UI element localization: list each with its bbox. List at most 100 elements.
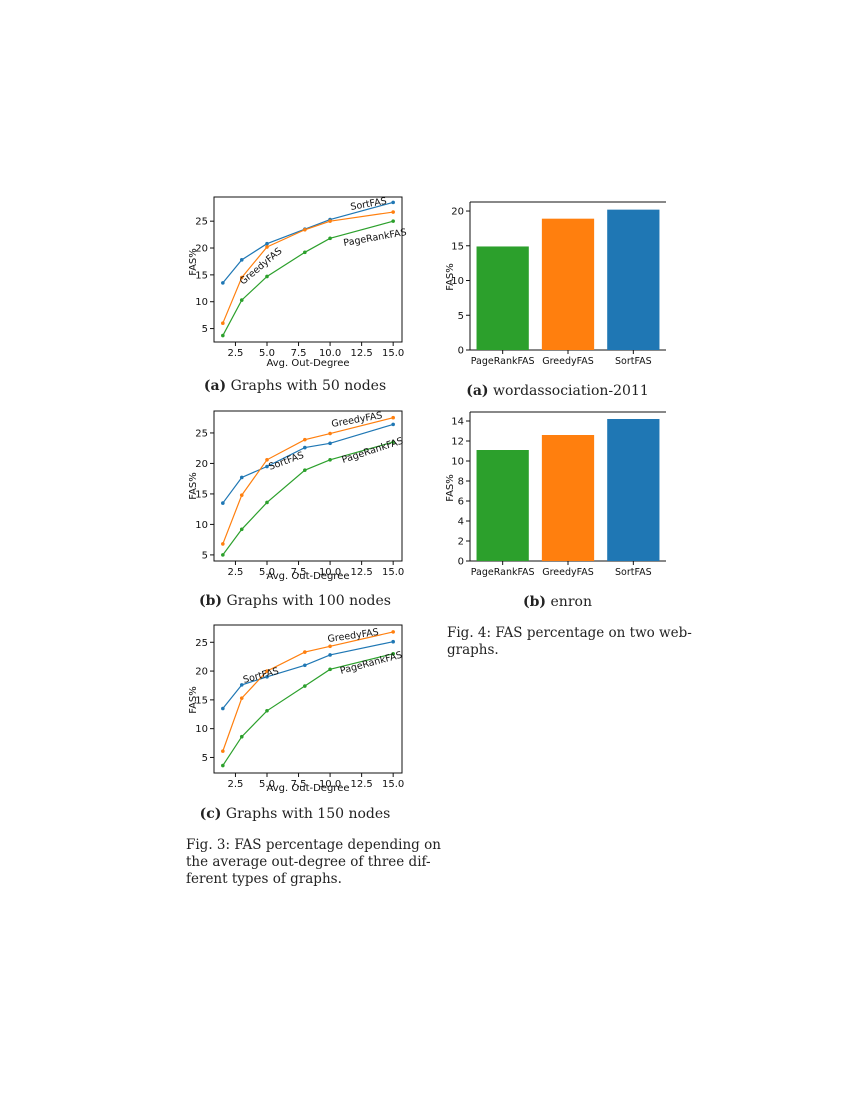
x-tick-label: PageRankFAS [471, 567, 535, 578]
data-point-sortfas [265, 675, 269, 679]
bar-sortfas [607, 209, 660, 350]
data-point-pagerankfas [239, 734, 244, 739]
x-tick-label: 2.5 [227, 348, 243, 359]
y-ticks: 5 10 15 20 25 [195, 638, 214, 764]
data-point-pagerankfas [328, 667, 332, 672]
x-tick-label: 5.0 [259, 348, 275, 359]
y-tick-label: 10 [195, 297, 208, 308]
y-tick-label: 20 [195, 244, 208, 255]
x-tick-label: 12.5 [350, 567, 372, 578]
data-point-sortfas [391, 200, 395, 205]
data-point-greedyfas [303, 650, 307, 654]
data-point-pagerankfas [391, 651, 395, 656]
annotation-sortfas: SortFAS [242, 666, 280, 686]
x-tick-label: 5.0 [259, 779, 275, 790]
x-tick-label: 15.0 [382, 779, 404, 790]
annotation-sortfas: SortFAS [350, 196, 388, 213]
data-point-greedyfas [265, 245, 269, 249]
y-tick-label: 0 [458, 346, 464, 357]
bar-pagerankfas [476, 246, 529, 350]
data-point-pagerankfas [328, 457, 332, 462]
data-point-pagerankfas [265, 709, 269, 713]
plot-frame [213, 624, 403, 774]
y-tick-label: 10 [195, 724, 208, 735]
x-tick-label: 12.5 [350, 779, 372, 790]
y-axis-label: FAS% [188, 248, 199, 276]
x-tick-label: 12.5 [350, 348, 372, 359]
data-point-sortfas [265, 241, 269, 246]
data-point-sortfas [221, 281, 225, 285]
data-point-sortfas [239, 683, 244, 687]
data-point-pagerankfas [239, 527, 244, 532]
x-ticks: 2.5 5.0 7.5 10.0 12.5 15.0 [227, 561, 404, 578]
x-tick-label: 10.0 [319, 348, 341, 359]
y-tick-label: 25 [195, 217, 208, 228]
x-ticks: PageRankFAS GreedyFAS SortFAS [471, 350, 652, 367]
data-point-sortfas [303, 445, 307, 450]
series-line-pagerankfas [222, 220, 394, 336]
x-tick-label: 7.5 [291, 779, 307, 790]
x-ticks: 2.5 5.0 7.5 10.0 12.5 15.0 [227, 773, 404, 790]
bar-greedyfas [541, 218, 595, 350]
x-tick-label: PageRankFAS [471, 356, 535, 367]
data-point-sortfas [328, 441, 332, 446]
y-tick-label: 15 [195, 489, 208, 500]
series-line-pagerankfas [222, 441, 394, 556]
x-tick-label: 7.5 [291, 567, 307, 578]
y-axis-label: FAS% [188, 686, 199, 714]
figure-3-caption: Fig. 3: FAS percentage depending on the … [186, 837, 441, 887]
y-tick-label: 20 [195, 667, 208, 678]
x-tick-label: SortFAS [615, 356, 652, 367]
y-tick-label: 25 [195, 428, 208, 439]
x-axis-label: Avg. Out-Degree [266, 358, 349, 369]
x-ticks: 2.5 5.0 7.5 10.0 12.5 15.0 [227, 342, 404, 359]
data-point-pagerankfas [239, 298, 244, 302]
y-tick-label: 15 [195, 270, 208, 281]
y-tick-label: 25 [195, 638, 208, 649]
bar-greedyfas [541, 435, 595, 561]
data-point-sortfas [391, 639, 395, 644]
data-point-greedyfas [303, 227, 307, 232]
data-point-greedyfas [303, 437, 307, 442]
y-tick-label: 10 [451, 276, 464, 287]
data-point-greedyfas [328, 431, 332, 436]
line-chart-150-nodes: 5 10 15 20 25 2.5 5.0 7.5 10.0 12.5 15.0 FAS% Avg… [188, 624, 404, 794]
x-tick-label: 10.0 [319, 567, 341, 578]
data-point-pagerankfas [221, 333, 225, 338]
figure-4-caption: Fig. 4: FAS percentage on two web- graph… [447, 625, 692, 658]
series-line-sortfas [222, 641, 394, 709]
data-point-sortfas [303, 663, 307, 668]
series-line-greedyfas [222, 631, 394, 752]
data-point-greedyfas [239, 493, 244, 497]
data-point-greedyfas [265, 669, 269, 673]
data-point-greedyfas [391, 630, 395, 634]
y-tick-label: 5 [202, 753, 208, 764]
data-point-greedyfas [221, 749, 225, 753]
series-line-greedyfas [222, 417, 394, 545]
series-line-sortfas [222, 423, 394, 504]
data-point-greedyfas [328, 644, 332, 649]
annotation-pagerankfas: PageRankFAS [343, 227, 408, 249]
data-point-greedyfas [391, 210, 395, 214]
data-point-greedyfas [391, 415, 395, 420]
subcaption-bar-b: (b) enron [523, 594, 592, 610]
x-tick-label: GreedyFAS [542, 567, 594, 578]
data-point-sortfas [265, 464, 269, 469]
data-point-greedyfas [221, 542, 225, 546]
x-ticks: PageRankFAS GreedyFAS SortFAS [471, 561, 652, 578]
x-axis-label: Avg. Out-Degree [266, 571, 349, 582]
data-point-pagerankfas [303, 250, 307, 255]
y-tick-label: 15 [451, 241, 464, 252]
data-point-greedyfas [265, 457, 269, 462]
data-point-sortfas [239, 475, 244, 480]
data-point-greedyfas [221, 321, 225, 326]
bar-pagerankfas [476, 450, 529, 561]
y-ticks: 0 2 4 6 8 10 12 14 [451, 417, 470, 568]
plot-frame [213, 196, 403, 343]
x-tick-label: 10.0 [319, 779, 341, 790]
y-tick-label: 10 [451, 457, 464, 468]
y-axis-label: FAS% [445, 263, 456, 291]
data-point-pagerankfas [303, 468, 307, 472]
y-tick-label: 12 [451, 437, 464, 448]
